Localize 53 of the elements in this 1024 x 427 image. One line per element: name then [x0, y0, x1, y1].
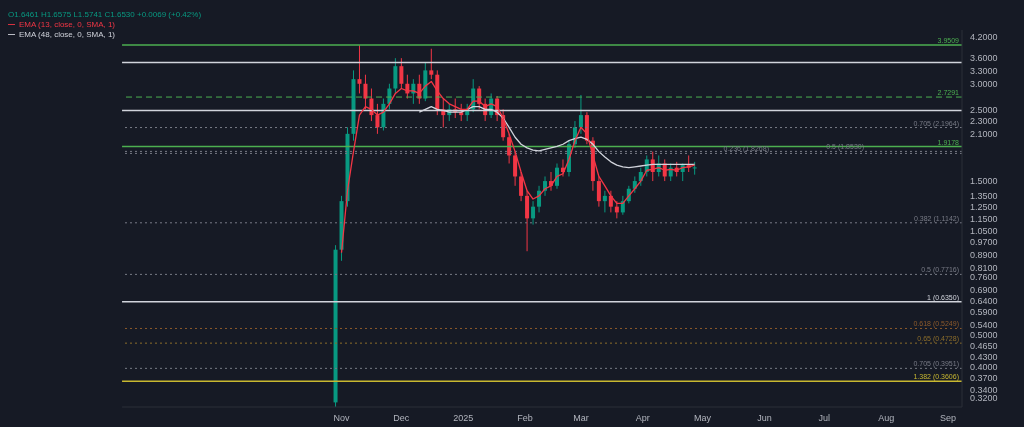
candlestick [602, 190, 607, 213]
y-tick-label: 0.8100 [970, 262, 998, 273]
x-tick-label: Jul [818, 413, 831, 424]
x-tick-label: Feb [517, 413, 533, 424]
y-tick-label: 0.3400 [970, 384, 998, 395]
y-tick-label: 1.3500 [970, 191, 998, 202]
y-tick-label: 1.2500 [970, 201, 998, 212]
candlestick [429, 48, 434, 80]
candlestick [519, 171, 524, 202]
y-tick-label: 0.4300 [970, 351, 998, 362]
y-tick-label: 2.5000 [970, 104, 998, 115]
y-tick-label: 1.5000 [970, 176, 998, 187]
x-tick-label: Aug [878, 413, 895, 424]
text: O1.6461 H1.6575 L1.5741 C1.6530 +0.0069 (+0.42%) [8, 10, 202, 19]
x-tick-label: Dec [393, 413, 410, 424]
candlestick [513, 151, 518, 187]
y-tick-label: 1.1500 [970, 213, 998, 224]
y-tick-label: 3.6000 [970, 53, 998, 64]
candlestick [393, 57, 398, 94]
y-tick-label: 0.4650 [970, 340, 998, 351]
candlestick [375, 103, 380, 135]
x-tick-label: Apr [635, 413, 650, 424]
y-tick-label: 0.5900 [970, 307, 998, 318]
y-tick-label: 0.8900 [970, 249, 998, 260]
candlestick [578, 94, 583, 135]
y-tick-label: 3.3000 [970, 65, 998, 76]
y-tick-label: 0.9700 [970, 237, 998, 248]
legend-label: EMA (48, close, 0, SMA, 1) [19, 30, 116, 39]
y-tick-label: 2.3000 [970, 116, 998, 127]
x-tick-label: 2025 [453, 413, 474, 424]
y-tick-label: 0.5400 [970, 319, 998, 330]
y-tick-label: 0.6400 [970, 295, 998, 306]
candlestick [596, 175, 601, 208]
x-tick-label: Jun [757, 413, 772, 424]
y-tick-label: 1.0500 [970, 226, 998, 237]
x-tick-label: May [694, 413, 712, 424]
x-tick-label: Mar [573, 413, 589, 424]
y-tick-label: 0.4000 [970, 361, 998, 372]
y-tick-label: 0.3700 [970, 372, 998, 383]
y-tick-label: 0.5000 [970, 330, 998, 341]
legend-label: EMA (13, close, 0, SMA, 1) [19, 20, 116, 29]
y-tick-label: 0.3200 [970, 393, 998, 404]
y-tick-label: 2.1000 [970, 129, 998, 140]
x-tick-label: Sep [940, 413, 957, 424]
x-tick-label: Nov [333, 413, 351, 424]
candlestick [608, 190, 613, 213]
y-tick-label: 3.0000 [970, 78, 998, 89]
candlestick [554, 163, 559, 190]
y-tick-label: 0.6900 [970, 285, 998, 296]
candlestick [357, 44, 362, 94]
candlestick [531, 200, 536, 226]
y-tick-label: 4.2000 [970, 31, 998, 42]
y-tick-label: 0.7600 [970, 271, 998, 282]
